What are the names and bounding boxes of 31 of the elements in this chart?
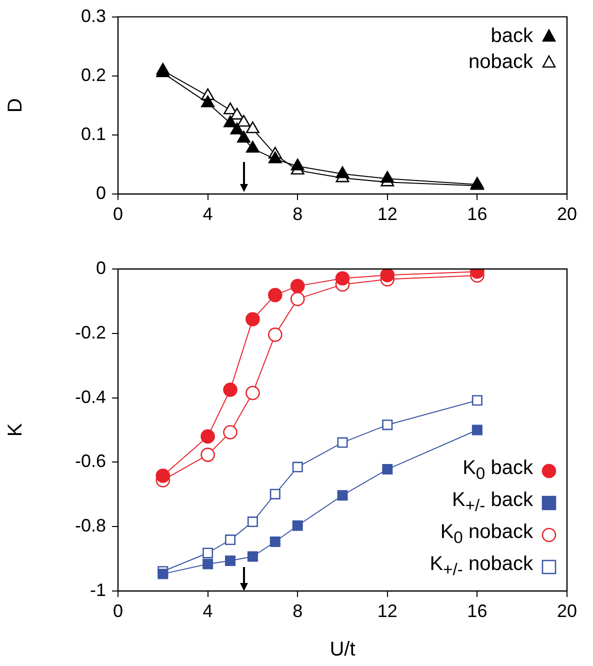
x-tick-label: 4: [202, 204, 213, 224]
legend-label: K$_{0}$ back: [462, 456, 533, 485]
y-axis-title: K: [4, 422, 27, 437]
legend-label: K$_{0}$ noback: [440, 520, 533, 549]
x-tick-label: 16: [467, 600, 488, 621]
x-tick-label: 20: [556, 204, 578, 224]
x-tick-label: 12: [377, 204, 398, 224]
y-tick-label: -1: [90, 580, 106, 600]
y-tick-label: 0.1: [80, 124, 106, 144]
legend-label: noback: [468, 50, 533, 75]
x-tick-label: 20: [556, 600, 578, 621]
x-tick-label: 8: [292, 204, 303, 224]
x-tick-label: 0: [112, 600, 124, 621]
y-tick-label: -0.2: [74, 322, 106, 342]
y-tick-label: 0: [96, 182, 106, 203]
y-tick-label: 0: [96, 258, 106, 278]
x-tick-label: 8: [292, 600, 303, 621]
y-tick-label: -0.4: [74, 386, 106, 407]
y-tick-label: -0.8: [74, 516, 106, 536]
y-tick-label: 0.2: [80, 64, 106, 85]
x-tick-label: 16: [467, 204, 488, 224]
legend-label: back: [490, 24, 533, 49]
legend-label: K$_{+/-}$ noback: [430, 552, 533, 581]
y-tick-label: -0.6: [74, 451, 106, 472]
y-axis-title: D: [4, 98, 27, 113]
x-tick-label: 4: [202, 600, 213, 621]
legend-label: K$_{+/-}$ back: [452, 488, 533, 517]
y-tick-label: 0.3: [80, 6, 106, 26]
x-axis-title: U/t: [330, 638, 356, 661]
x-tick-label: 0: [112, 204, 124, 224]
x-tick-label: 12: [377, 600, 398, 621]
